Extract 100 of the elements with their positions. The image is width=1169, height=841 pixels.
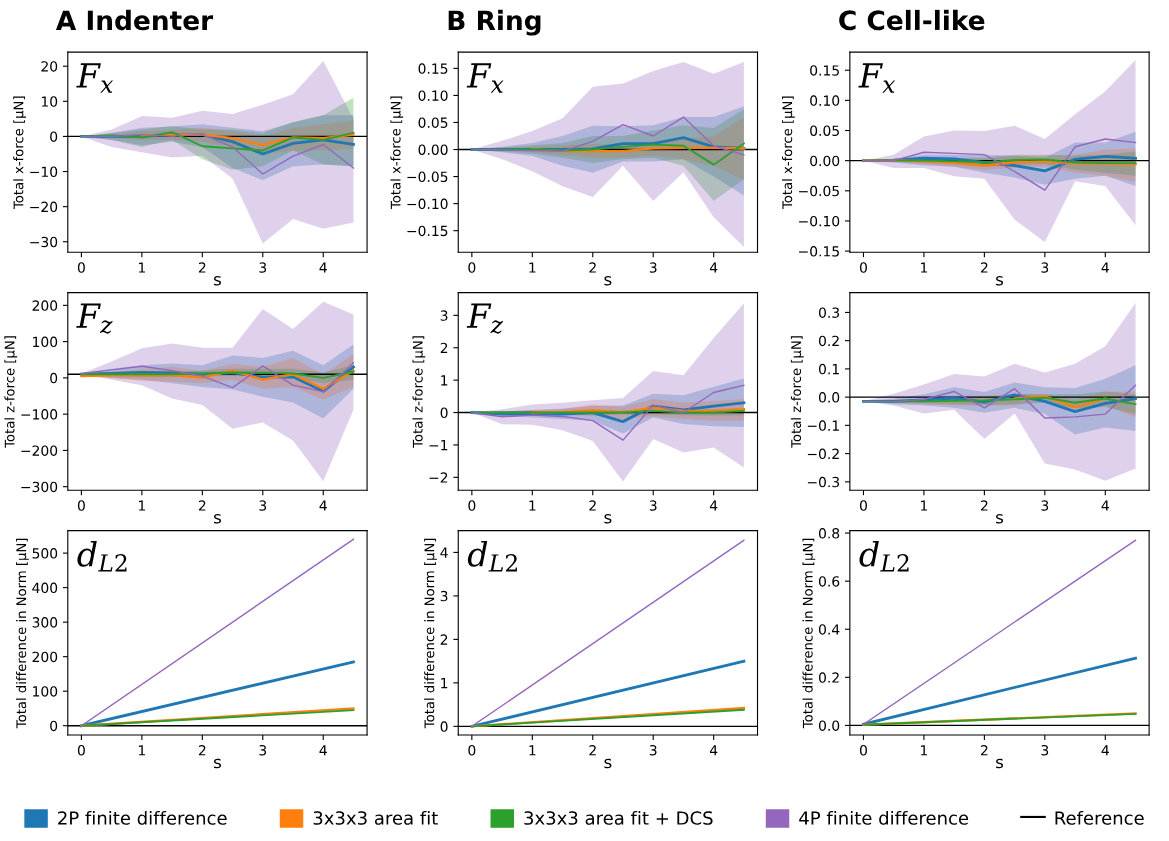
- y-axis-title: Total x-force [μN]: [13, 96, 26, 210]
- y-tick-label: 0.1: [818, 363, 839, 375]
- y-tick-label: 0.2: [818, 672, 839, 683]
- x-tick-label: 0: [859, 262, 867, 273]
- x-tick-label: 2: [589, 745, 596, 756]
- y-tick-label: 100: [33, 336, 58, 348]
- y-tick-label: 0.0: [818, 392, 840, 403]
- y-tick-label: 1: [441, 375, 448, 386]
- x-tick-label: 3: [1041, 500, 1049, 511]
- y-tick-label: 0.0: [818, 720, 840, 731]
- x-tick-label: 3: [259, 745, 267, 756]
- y-tick-label: −10: [30, 166, 58, 178]
- y-tick-label: 200: [32, 300, 58, 311]
- y-tick-label: −1: [429, 440, 448, 451]
- y-tick-label: −0.10: [799, 215, 840, 227]
- x-tick-label: 3: [1041, 745, 1049, 756]
- x-axis-title: s: [996, 514, 1004, 524]
- y-axis-title: Total z-force [μN]: [4, 336, 18, 448]
- y-tick-label: 0.05: [810, 125, 839, 136]
- chart-title: B Ring: [448, 9, 541, 36]
- annotation: F$_{x}$: [466, 63, 504, 93]
- x-axis-title: s: [214, 276, 221, 286]
- x-tick-label: 4: [1101, 262, 1109, 273]
- x-tick-label: 0: [77, 262, 85, 273]
- annotation: F$_{z}$: [466, 303, 504, 334]
- x-axis-title: s: [996, 758, 1004, 769]
- x-tick-label: 4: [709, 500, 718, 511]
- y-tick-label: −0.10: [407, 198, 448, 210]
- x-tick-label: 1: [529, 500, 536, 511]
- legend-label: 3x3x3 area fit + DCS: [524, 810, 713, 825]
- x-tick-label: 1: [921, 745, 928, 756]
- x-axis-title: s: [996, 276, 1004, 286]
- y-axis-title: Total x-force [μN]: [782, 96, 795, 210]
- x-tick-label: 4: [1101, 745, 1109, 756]
- y-tick-label: 0.05: [418, 117, 448, 128]
- y-tick-label: 2: [440, 342, 448, 354]
- y-tick-label: 3: [440, 310, 448, 321]
- y-tick-label: −0.1: [807, 420, 839, 431]
- y-tick-label: 0.10: [418, 90, 448, 101]
- x-tick-label: 0: [468, 262, 476, 273]
- x-tick-label: 1: [138, 745, 145, 756]
- y-tick-label: 2: [440, 634, 448, 645]
- x-axis-title: s: [214, 514, 221, 524]
- x-tick-label: 1: [529, 745, 536, 756]
- annotation: F$_{x}$: [858, 63, 896, 93]
- y-tick-label: 0.00: [810, 155, 840, 167]
- x-tick-label: 3: [259, 262, 267, 273]
- y-tick-label: 0.00: [418, 144, 448, 155]
- y-tick-label: 0: [440, 407, 448, 419]
- y-axis-title: Total z-force [μN]: [412, 336, 426, 448]
- y-tick-label: 500: [32, 548, 58, 559]
- x-axis-title: s: [604, 514, 612, 524]
- x-tick-label: 4: [319, 745, 327, 756]
- y-tick-label: 200: [32, 651, 58, 663]
- x-tick-label: 3: [649, 262, 657, 273]
- legend-label: 2P finite difference: [58, 810, 227, 825]
- x-tick-label: 1: [138, 262, 145, 273]
- legend-label: 3x3x3 area fit: [313, 810, 438, 825]
- x-tick-label: 0: [859, 745, 867, 756]
- x-tick-label: 3: [649, 500, 657, 511]
- y-tick-label: 20: [41, 61, 58, 72]
- x-tick-label: 2: [980, 262, 988, 273]
- x-tick-label: 0: [468, 745, 476, 756]
- y-tick-label: −0.15: [799, 246, 839, 257]
- annotation: F$_{z}$: [76, 303, 113, 334]
- y-tick-label: 0.15: [418, 63, 448, 74]
- y-tick-label: −300: [21, 481, 58, 493]
- y-tick-label: 0.4: [818, 624, 840, 635]
- x-tick-label: 2: [980, 500, 988, 511]
- x-tick-label: 3: [259, 500, 267, 511]
- y-axis-title: Total difference in Norm [μN]: [802, 538, 816, 729]
- x-tick-label: 4: [319, 262, 327, 273]
- x-tick-label: 4: [319, 500, 327, 511]
- y-tick-label: −0.3: [807, 476, 840, 488]
- x-tick-label: 2: [589, 500, 596, 511]
- x-tick-label: 1: [529, 262, 536, 273]
- y-tick-label: −30: [30, 236, 58, 248]
- y-tick-label: 1: [441, 678, 448, 689]
- annotation: F$_{x}$: [76, 63, 114, 93]
- x-tick-label: 1: [921, 262, 928, 273]
- y-tick-label: 0.8: [818, 528, 840, 539]
- x-tick-label: 2: [198, 745, 206, 756]
- y-axis-title: Total difference in Norm [μN]: [16, 538, 29, 729]
- y-tick-label: 0.10: [810, 95, 840, 106]
- y-tick-label: 4: [440, 547, 448, 558]
- x-tick-label: 1: [921, 500, 928, 511]
- y-tick-label: 0.6: [818, 576, 840, 587]
- y-tick-label: 0: [50, 131, 58, 142]
- annotation: d$_{L2}$: [467, 540, 517, 572]
- x-tick-label: 1: [138, 500, 145, 511]
- x-tick-label: 2: [589, 262, 596, 273]
- x-tick-label: 4: [1101, 500, 1109, 511]
- x-tick-label: 3: [1041, 262, 1049, 273]
- x-tick-label: 2: [198, 262, 206, 273]
- y-tick-label: −0.05: [799, 185, 839, 197]
- chart-title: A Indenter: [55, 9, 214, 31]
- y-tick-label: −100: [21, 409, 58, 420]
- legend-label: 4P finite difference: [799, 810, 969, 825]
- y-tick-label: 0: [50, 720, 58, 732]
- y-tick-label: 0: [440, 721, 448, 732]
